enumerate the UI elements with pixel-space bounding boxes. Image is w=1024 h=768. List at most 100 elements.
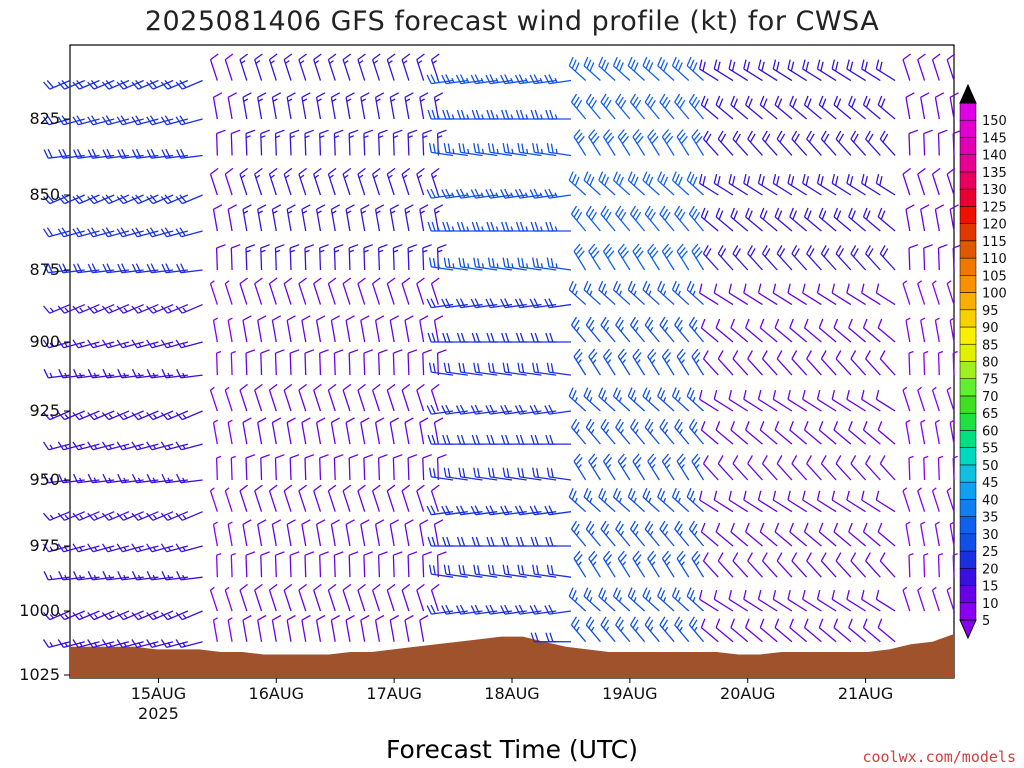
colorbar-swatch xyxy=(959,568,977,586)
wind-barb xyxy=(289,551,300,578)
wind-barb xyxy=(917,386,926,412)
wind-barb xyxy=(315,204,326,232)
wind-barb xyxy=(283,484,293,512)
wind-barb xyxy=(688,520,705,547)
wind-barb xyxy=(422,129,432,156)
wind-barb xyxy=(691,348,705,376)
wind-barb xyxy=(583,587,601,612)
wind-barb xyxy=(419,519,429,547)
wind-barb xyxy=(835,245,852,271)
wind-barb xyxy=(923,244,933,271)
wind-barb xyxy=(401,383,411,412)
chart-title: 2025081406 GFS forecast wind profile (kt… xyxy=(145,6,879,37)
wind-barb xyxy=(224,386,233,412)
wind-barb xyxy=(458,564,483,578)
colorbar-label: 55 xyxy=(982,442,999,457)
wind-barb xyxy=(283,583,293,612)
wind-barb xyxy=(57,543,85,553)
wind-barb xyxy=(227,317,233,343)
wind-barb xyxy=(392,454,403,481)
wind-barb xyxy=(146,339,174,349)
wind-barb xyxy=(268,277,278,305)
wind-barb xyxy=(931,167,941,196)
wind-barb xyxy=(806,130,822,156)
wind-barb xyxy=(239,53,248,81)
wind-barb xyxy=(647,550,660,578)
wind-barb xyxy=(363,454,374,481)
wind-barb xyxy=(688,616,705,643)
wind-barb xyxy=(952,350,958,376)
wind-barb xyxy=(175,115,203,126)
wind-barb xyxy=(700,618,719,643)
wind-barb xyxy=(436,551,447,578)
wind-barb xyxy=(257,614,267,642)
colorbar-swatch xyxy=(959,119,977,138)
wind-barb xyxy=(744,207,763,232)
y-tick-label: 850 xyxy=(29,185,60,204)
wind-barb xyxy=(401,167,411,196)
wind-barb xyxy=(671,387,690,412)
wind-barb xyxy=(72,227,100,238)
wind-barb xyxy=(728,59,749,82)
wind-barb xyxy=(688,93,705,120)
wind-barb xyxy=(862,318,881,343)
wind-barb xyxy=(545,632,571,643)
wind-barb xyxy=(342,167,352,196)
wind-barb xyxy=(301,614,311,642)
wind-barb xyxy=(160,339,189,349)
wind-barb xyxy=(615,316,631,343)
wind-barb xyxy=(759,95,778,120)
wind-barb xyxy=(934,204,945,232)
wind-barb xyxy=(879,350,896,376)
wind-barb xyxy=(835,350,852,376)
wind-barb xyxy=(848,522,867,547)
wind-barb xyxy=(588,453,601,481)
wind-barb xyxy=(298,484,307,512)
wind-barb xyxy=(286,417,296,445)
wind-barb xyxy=(674,316,690,343)
wind-barb xyxy=(902,586,911,612)
wind-barb xyxy=(761,455,778,481)
wind-barb xyxy=(757,173,778,196)
wind-barb xyxy=(568,280,587,306)
wind-barb xyxy=(348,454,359,481)
wind-barb xyxy=(612,280,631,306)
wind-barb xyxy=(230,129,241,156)
wind-barb xyxy=(615,418,631,445)
wind-barb xyxy=(818,207,837,232)
wind-barb xyxy=(627,280,646,306)
colorbar-swatch xyxy=(959,257,977,276)
wind-barb xyxy=(744,95,763,120)
wind-barb xyxy=(644,205,660,232)
wind-barb xyxy=(747,350,763,376)
wind-barb xyxy=(116,339,144,349)
wind-barb xyxy=(772,59,793,82)
wind-barb xyxy=(772,589,793,612)
wind-barb xyxy=(298,277,307,305)
wind-barb xyxy=(392,244,403,271)
wind-barb xyxy=(57,639,85,649)
x-tick-label: 17AUG xyxy=(366,684,421,703)
wind-barb xyxy=(242,204,252,232)
wind-barb xyxy=(831,389,852,412)
wind-barb xyxy=(850,350,867,376)
wind-barb xyxy=(327,383,337,412)
wind-barb xyxy=(87,441,115,451)
wind-barb xyxy=(627,488,646,513)
wind-barb xyxy=(747,552,763,578)
terrain-fill xyxy=(70,634,954,678)
wind-barb xyxy=(612,56,631,82)
wind-barb xyxy=(686,488,704,513)
wind-barb xyxy=(774,207,793,232)
wind-barb xyxy=(313,277,322,305)
wind-barb xyxy=(377,129,388,156)
wind-barb xyxy=(818,95,837,120)
wind-barb xyxy=(787,173,808,196)
wind-barb xyxy=(686,56,704,82)
wind-barb xyxy=(568,488,587,513)
wind-barb xyxy=(949,92,959,120)
wind-barb xyxy=(686,587,704,612)
wind-barb xyxy=(146,227,174,238)
wind-barb xyxy=(642,56,660,82)
